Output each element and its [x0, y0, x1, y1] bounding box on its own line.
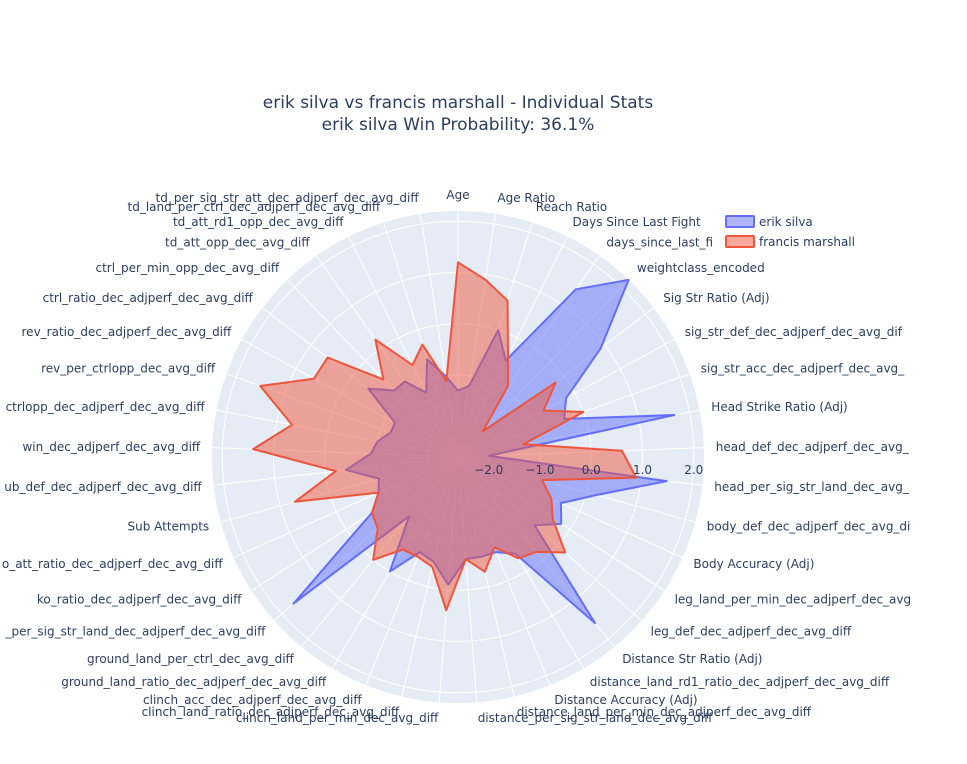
radial-axis-ticks: −2.0 −1.0 0.0 1.0 2.0	[474, 463, 703, 477]
angular-tick-label-35: ctrl_ratio_dec_adjperf_dec_avg_diff	[43, 291, 254, 305]
chart-title: erik silva vs francis marshall - Individ…	[263, 93, 654, 113]
radial-tick-0: −2.0	[474, 463, 503, 477]
angular-tick-label-10: head_def_dec_adjperf_dec_avg_	[716, 440, 910, 454]
angular-tick-label-0: Age	[446, 188, 469, 202]
legend-label-1: francis marshall	[759, 235, 855, 249]
legend-item-1[interactable]: francis marshall	[725, 235, 855, 249]
legend-swatch-0	[725, 215, 755, 228]
angular-tick-label-13: Body Accuracy (Adj)	[693, 557, 814, 571]
angular-tick-label-5: weightclass_encoded	[637, 261, 765, 275]
angular-tick-label-30: ub_def_dec_adjperf_dec_avg_diff	[4, 480, 202, 494]
angular-tick-label-15: leg_def_dec_adjperf_dec_avg_diff	[651, 624, 852, 638]
radial-tick-4: 2.0	[684, 463, 703, 477]
angular-tick-label-23: clinch_acc_dec_adjperf_dec_avg_diff	[143, 693, 362, 707]
angular-tick-label-37: td_att_opp_dec_avg_diff	[165, 236, 310, 250]
angular-tick-label-2: Reach Ratio	[536, 200, 607, 214]
angular-tick-label-3: Days Since Last Fight	[573, 215, 702, 229]
legend-label-0: erik silva	[759, 215, 813, 229]
angular-tick-label-14: leg_land_per_min_dec_adjperf_dec_avg	[675, 592, 912, 606]
angular-tick-label-40: td_per_sig_str_att_dec_adjperf_dec_avg_d…	[156, 191, 420, 205]
angular-tick-label-25: ground_land_per_ctrl_dec_avg_diff	[87, 652, 294, 666]
angular-tick-label-6: Sig Str Ratio (Adj)	[663, 291, 769, 305]
angular-tick-label-8: sig_str_acc_dec_adjperf_dec_avg_	[701, 361, 905, 375]
angular-tick-label-9: Head Strike Ratio (Adj)	[711, 400, 847, 414]
legend[interactable]: erik silva francis marshall	[725, 215, 855, 249]
radial-tick-2: 0.0	[582, 463, 601, 477]
angular-tick-label-36: ctrl_per_min_opp_dec_avg_diff	[95, 261, 279, 275]
angular-tick-label-28: o_att_ratio_dec_adjperf_dec_avg_diff	[2, 557, 223, 571]
angular-tick-label-19: distance_land_per_min_dec_adjperf_dec_av…	[517, 705, 812, 719]
angular-tick-label-11: head_per_sig_str_land_dec_avg_	[714, 480, 910, 494]
angular-tick-label-16: Distance Str Ratio (Adj)	[622, 652, 762, 666]
angular-tick-label-4: days_since_last_fi	[606, 236, 713, 250]
radial-tick-3: 1.0	[633, 463, 652, 477]
angular-tick-label-38: td_att_rd1_opp_dec_avg_diff	[173, 215, 344, 229]
angular-tick-label-1: Age Ratio	[497, 191, 555, 205]
chart-subtitle: erik silva Win Probability: 36.1%	[322, 115, 595, 135]
angular-tick-label-32: ctrlopp_dec_adjperf_dec_avg_diff	[6, 400, 206, 414]
angular-tick-label-12: body_def_dec_adjperf_dec_avg_di	[707, 519, 911, 533]
angular-tick-label-21: clinch_land_per_min_dec_avg_diff	[236, 711, 439, 725]
angular-tick-label-18: Distance Accuracy (Adj)	[554, 693, 697, 707]
angular-tick-label-31: win_dec_adjperf_dec_avg_diff	[22, 440, 200, 454]
angular-tick-label-22: clinch_land_ratio_dec_adjperf_dec_avg_di…	[142, 705, 400, 719]
angular-tick-label-27: ko_ratio_dec_adjperf_dec_avg_diff	[37, 592, 242, 606]
angular-tick-label-7: sig_str_def_dec_adjperf_dec_avg_dif	[685, 325, 903, 339]
legend-swatch-1	[725, 235, 755, 248]
angular-tick-label-17: distance_land_rd1_ratio_dec_adjperf_dec_…	[590, 675, 890, 689]
series-1-area[interactable]	[252, 261, 638, 612]
radial-tick-1: −1.0	[525, 463, 554, 477]
series-layer	[252, 261, 676, 625]
angular-tick-label-24: ground_land_ratio_dec_adjperf_dec_avg_di…	[61, 675, 327, 689]
angular-tick-label-34: rev_ratio_dec_adjperf_dec_avg_diff	[22, 325, 233, 339]
angular-tick-label-26: _per_sig_str_land_dec_adjperf_dec_avg_di…	[5, 624, 267, 638]
angular-tick-label-39: td_land_per_ctrl_dec_adjperf_dec_avg_dif…	[128, 200, 381, 214]
angular-tick-label-20: distance_per_sig_str_land_dec_avg_diff	[478, 711, 713, 725]
legend-item-0[interactable]: erik silva	[725, 215, 813, 229]
angular-tick-label-33: rev_per_ctrlopp_dec_avg_diff	[41, 361, 216, 375]
angular-tick-label-29: Sub Attempts	[127, 519, 209, 533]
